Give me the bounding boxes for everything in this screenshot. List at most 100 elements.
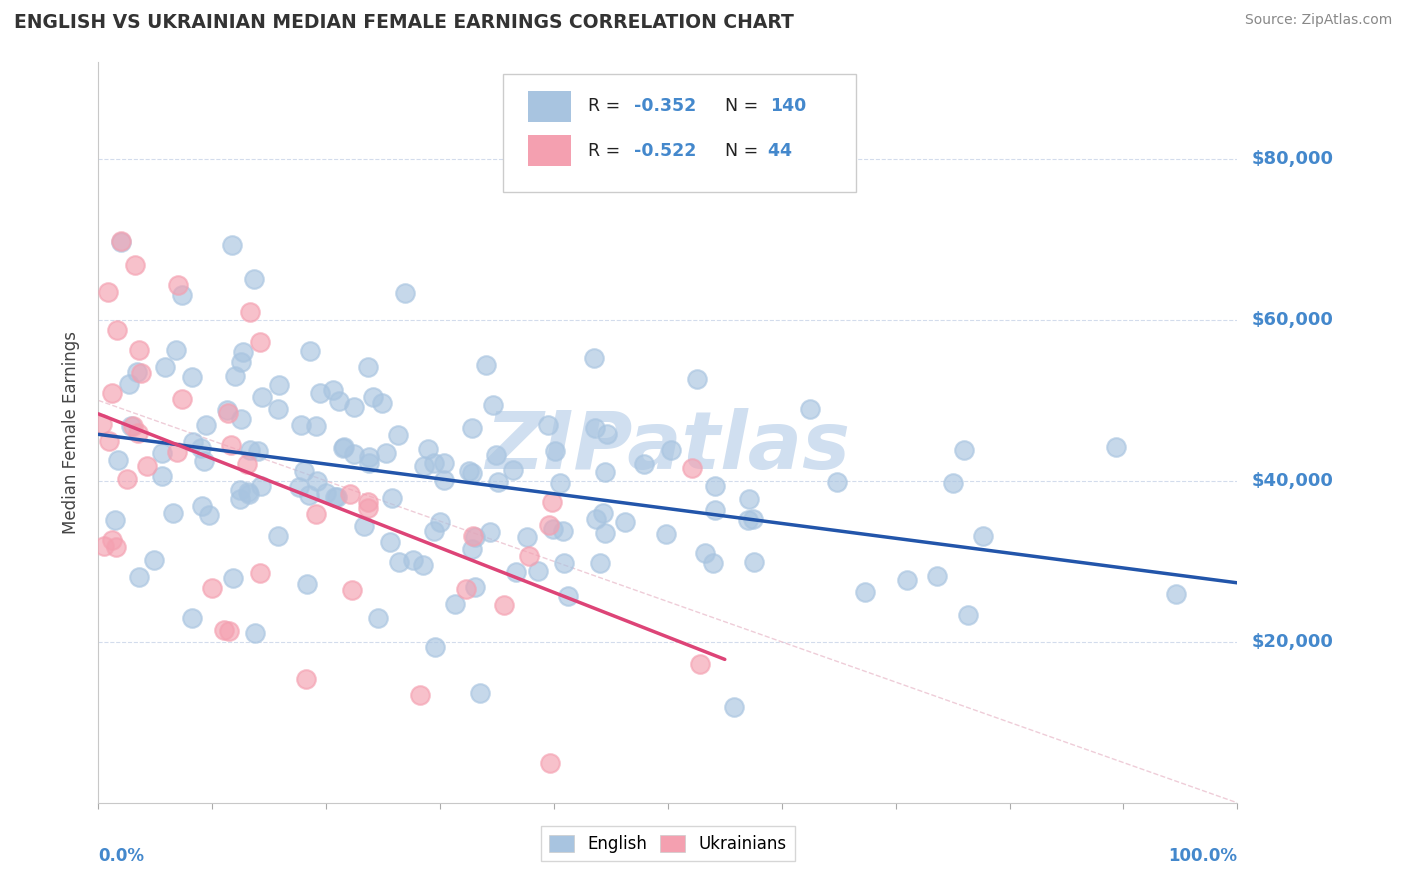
Point [593, 465, 616, 479]
Point [723, 699, 745, 714]
Point [486, 475, 509, 489]
Point [308, 386, 330, 401]
Point [339, 487, 361, 501]
Point [553, 556, 575, 570]
Text: 0.0%: 0.0% [98, 847, 145, 865]
Point [219, 438, 242, 452]
Point [367, 610, 389, 624]
Point [689, 657, 711, 672]
Point [537, 417, 560, 432]
Text: R =: R = [588, 142, 626, 160]
Point [162, 507, 184, 521]
Point [322, 383, 344, 397]
Point [190, 441, 212, 455]
Point [704, 479, 727, 493]
Legend: English, Ukrainians: English, Ukrainians [540, 826, 796, 861]
Point [357, 360, 380, 375]
Point [221, 238, 243, 252]
Point [150, 446, 173, 460]
Point [423, 640, 446, 654]
Point [686, 372, 709, 386]
Point [468, 686, 491, 700]
Point [738, 492, 761, 507]
Point [292, 463, 315, 477]
Point [172, 392, 194, 406]
Point [246, 444, 269, 458]
Point [298, 344, 321, 359]
Point [458, 464, 481, 478]
Point [702, 556, 724, 570]
Point [704, 502, 727, 516]
Point [551, 524, 574, 539]
Point [267, 529, 290, 543]
Point [1164, 587, 1187, 601]
Point [423, 456, 446, 470]
Point [957, 607, 980, 622]
Point [742, 555, 765, 569]
Text: ENGLISH VS UKRAINIAN MEDIAN FEMALE EARNINGS CORRELATION CHART: ENGLISH VS UKRAINIAN MEDIAN FEMALE EARNI… [14, 13, 794, 32]
Point [267, 402, 290, 417]
Point [91, 417, 114, 431]
Point [136, 458, 159, 473]
Point [142, 553, 165, 567]
Point [229, 483, 252, 497]
Point [104, 541, 127, 555]
Point [408, 688, 430, 702]
Text: $60,000: $60,000 [1251, 311, 1333, 329]
Point [110, 235, 132, 249]
Point [170, 288, 193, 302]
Point [249, 566, 271, 580]
Point [304, 418, 326, 433]
Point [105, 323, 128, 337]
Point [478, 525, 501, 540]
Text: -0.352: -0.352 [634, 97, 696, 115]
Point [527, 565, 550, 579]
Point [585, 512, 607, 526]
Point [380, 534, 402, 549]
Text: Source: ZipAtlas.com: Source: ZipAtlas.com [1244, 13, 1392, 28]
Point [194, 417, 217, 432]
Point [541, 522, 564, 536]
Point [464, 580, 486, 594]
Text: $80,000: $80,000 [1251, 150, 1333, 168]
Point [461, 529, 484, 543]
Point [432, 474, 454, 488]
Point [460, 466, 482, 480]
Point [104, 513, 127, 527]
Point [150, 469, 173, 483]
Point [340, 582, 363, 597]
Point [124, 258, 146, 272]
Point [502, 463, 524, 477]
Point [295, 576, 318, 591]
Point [659, 443, 682, 458]
Point [387, 428, 409, 442]
Text: 100.0%: 100.0% [1168, 847, 1237, 865]
Point [288, 480, 311, 494]
Point [236, 457, 259, 471]
Point [229, 412, 252, 426]
Point [326, 490, 349, 504]
Point [229, 355, 252, 369]
Point [614, 516, 637, 530]
Point [118, 376, 141, 391]
Point [198, 508, 221, 522]
Point [544, 444, 567, 458]
Point [633, 457, 655, 471]
Text: $20,000: $20,000 [1251, 632, 1333, 651]
Point [181, 611, 204, 625]
Point [353, 519, 375, 533]
Point [461, 541, 484, 556]
Point [516, 531, 538, 545]
Point [166, 278, 188, 293]
Point [412, 558, 434, 572]
Point [359, 450, 381, 464]
Text: N =: N = [725, 142, 763, 160]
Point [475, 358, 498, 372]
Point [239, 442, 262, 457]
Point [737, 513, 759, 527]
Point [896, 573, 918, 587]
Point [305, 474, 328, 488]
Point [592, 506, 614, 520]
Point [239, 304, 262, 318]
Point [323, 490, 346, 504]
